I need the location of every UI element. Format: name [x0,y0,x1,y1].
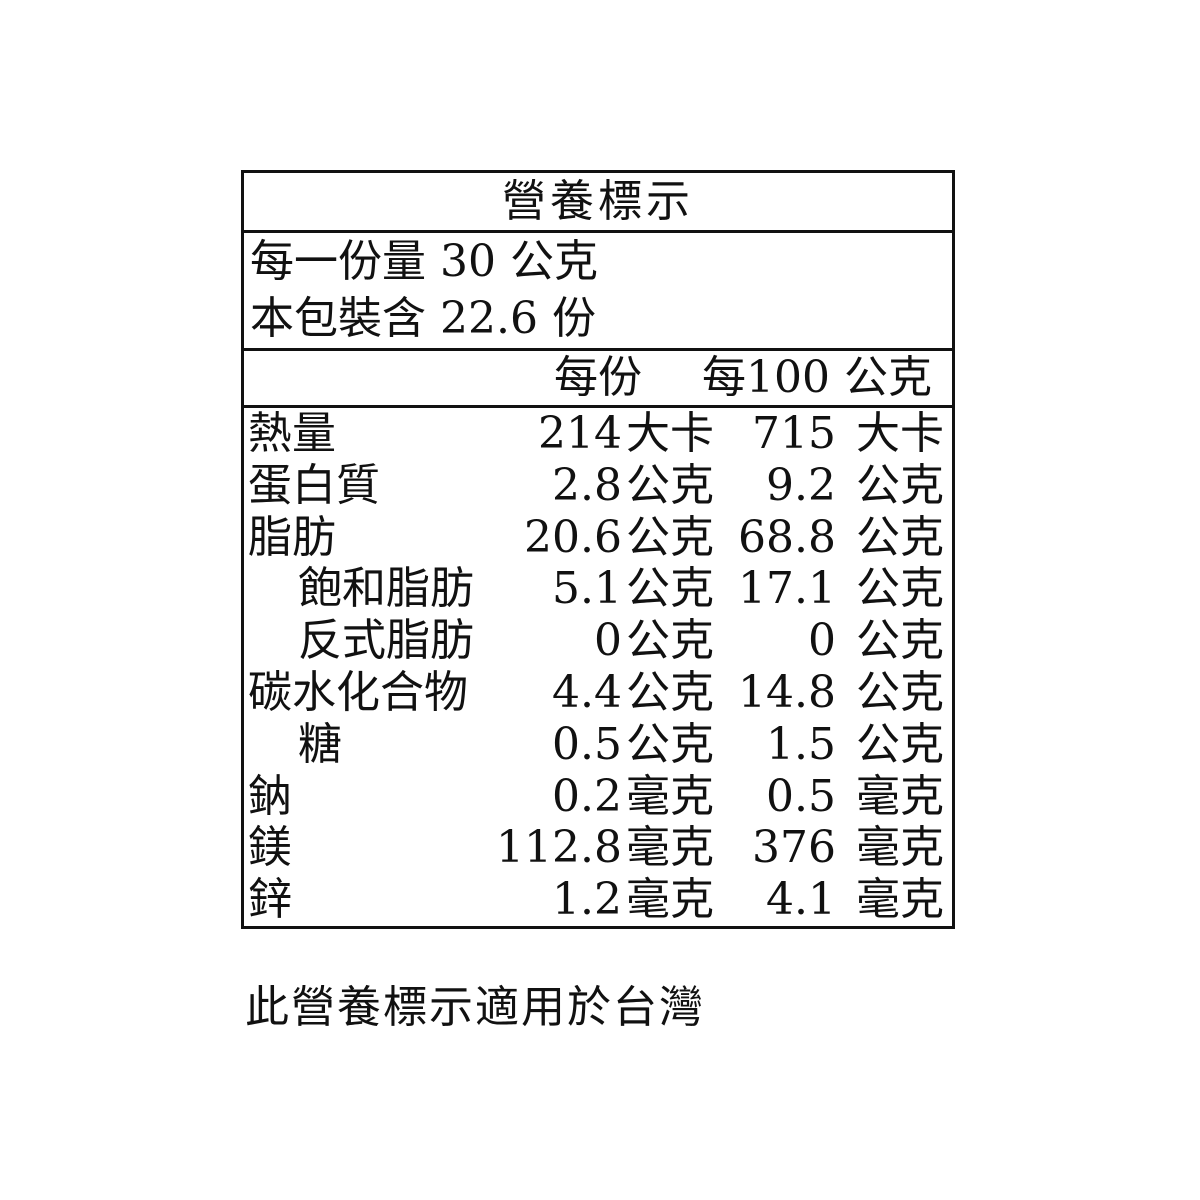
label-title: 營養標示 [244,173,952,233]
per-100g-unit: 公克 [856,511,944,563]
table-row: 脂肪 20.6 公克 68.8 公克 [244,512,952,564]
nutrient-name: 反式脂肪 [298,615,474,667]
nutrient-name: 蛋白質 [248,459,380,511]
table-row: 鎂 112.8 毫克 376 毫克 [244,822,952,874]
nutrition-label: 營養標示 每一份量 30 公克 本包裝含 22.6 份 每份 每100 公克 熱… [241,170,955,929]
per-serving-value: 0.2 [552,770,622,822]
table-row: 熱量 214 大卡 715 大卡 [244,408,952,460]
per-serving-value: 2.8 [552,459,622,511]
per-serving-unit: 公克 [626,615,714,667]
header-per-100g: 每100 公克 [702,352,932,403]
per-serving-unit: 毫克 [626,822,714,874]
table-row: 鋅 1.2 毫克 4.1 毫克 [244,874,952,926]
per-100g-value: 0 [808,615,836,667]
per-serving-unit: 公克 [626,718,714,770]
per-serving-value: 5.1 [552,563,622,615]
per-serving-value: 112.8 [496,822,622,874]
per-100g-unit: 公克 [856,563,944,615]
per-100g-unit: 公克 [856,666,944,718]
serving-size: 每一份量 30 公克 [250,236,598,287]
per-serving-unit: 大卡 [626,408,714,459]
nutrient-name: 脂肪 [248,511,336,563]
per-100g-unit: 毫克 [856,770,944,822]
per-100g-unit: 大卡 [856,408,944,459]
footer-note: 此營養標示適用於台灣 [245,982,705,1033]
table-row: 碳水化合物 4.4 公克 14.8 公克 [244,667,952,719]
per-100g-value: 14.8 [738,666,836,718]
per-serving-value: 1.2 [552,874,622,926]
per-serving-unit: 公克 [626,459,714,511]
per-100g-value: 4.1 [766,874,836,926]
per-serving-unit: 公克 [626,666,714,718]
per-serving-value: 214 [538,408,622,459]
table-row: 鈉 0.2 毫克 0.5 毫克 [244,771,952,823]
nutrient-table: 熱量 214 大卡 715 大卡 蛋白質 2.8 公克 9.2 公克 脂肪 20.6 公克 68.8 公克飽… [244,408,952,926]
per-100g-unit: 公克 [856,615,944,667]
nutrient-name: 飽和脂肪 [298,563,474,615]
nutrient-name: 碳水化合物 [248,666,468,718]
per-serving-unit: 公克 [626,511,714,563]
nutrient-name: 鎂 [248,822,292,874]
per-serving-value: 20.6 [524,511,622,563]
per-serving-value: 4.4 [552,666,622,718]
nutrient-name: 鋅 [248,874,292,926]
nutrient-name: 熱量 [248,408,336,459]
per-serving-value: 0.5 [552,718,622,770]
nutrient-name: 鈉 [248,770,292,822]
nutrient-name: 糖 [298,718,342,770]
per-100g-unit: 毫克 [856,822,944,874]
table-row: 反式脂肪 0 公克 0 公克 [244,615,952,667]
per-serving-value: 0 [594,615,622,667]
table-row: 蛋白質 2.8 公克 9.2 公克 [244,460,952,512]
header-per-serving: 每份 [554,352,642,403]
per-100g-value: 376 [752,822,836,874]
per-serving-unit: 公克 [626,563,714,615]
servings-per-package: 本包裝含 22.6 份 [250,293,596,344]
table-row: 糖 0.5 公克 1.5 公克 [244,719,952,771]
per-100g-unit: 公克 [856,459,944,511]
per-100g-unit: 毫克 [856,874,944,926]
column-header: 每份 每100 公克 [244,351,952,408]
per-serving-unit: 毫克 [626,874,714,926]
per-serving-unit: 毫克 [626,770,714,822]
per-100g-unit: 公克 [856,718,944,770]
per-100g-value: 68.8 [738,511,836,563]
table-row: 飽和脂肪 5.1 公克 17.1 公克 [244,563,952,615]
per-100g-value: 9.2 [766,459,836,511]
serving-info: 每一份量 30 公克 本包裝含 22.6 份 [244,233,952,351]
per-100g-value: 1.5 [766,718,836,770]
per-100g-value: 17.1 [738,563,836,615]
per-100g-value: 0.5 [766,770,836,822]
per-100g-value: 715 [752,408,836,459]
